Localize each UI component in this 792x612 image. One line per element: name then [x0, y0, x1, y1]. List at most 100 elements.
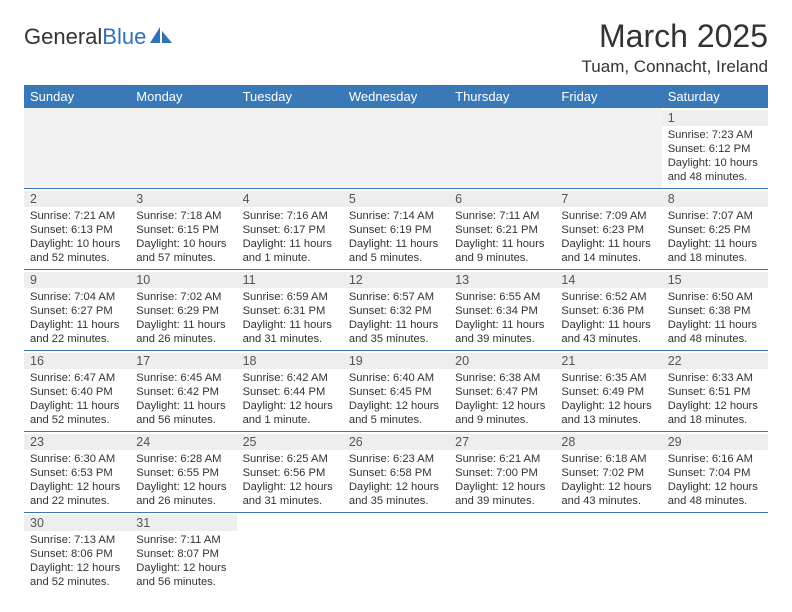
day-details: Sunrise: 6:55 AMSunset: 6:34 PMDaylight:… — [455, 290, 549, 346]
day-details: Sunrise: 6:59 AMSunset: 6:31 PMDaylight:… — [243, 290, 337, 346]
weekday-header: Saturday — [662, 85, 768, 108]
calendar-cell: 2Sunrise: 7:21 AMSunset: 6:13 PMDaylight… — [24, 189, 130, 270]
day-details: Sunrise: 6:18 AMSunset: 7:02 PMDaylight:… — [561, 452, 655, 508]
day-details: Sunrise: 6:23 AMSunset: 6:58 PMDaylight:… — [349, 452, 443, 508]
calendar-cell: 5 Sunrise: 7:14 AMSunset: 6:19 PMDaylight… — [343, 189, 449, 270]
day-details: Sunrise: 7:09 AMSunset: 6:23 PMDaylight:… — [561, 209, 655, 265]
day-number: 3 — [130, 191, 236, 207]
calendar-cell: 25Sunrise: 6:25 AMSunset: 6:56 PMDayligh… — [237, 432, 343, 513]
day-number: 26 — [343, 434, 449, 450]
day-number: 27 — [449, 434, 555, 450]
day-number: 30 — [24, 515, 130, 531]
calendar-cell: 10 Sunrise: 7:02 AMSunset: 6:29 PMDayligh… — [130, 270, 236, 351]
day-details: Sunrise: 6:47 AMSunset: 6:40 PMDaylight:… — [30, 371, 124, 427]
weekday-header: Friday — [555, 85, 661, 108]
weekday-header: Tuesday — [237, 85, 343, 108]
day-details: Sunrise: 7:11 AMSunset: 8:07 PMDaylight:… — [136, 533, 230, 589]
day-number: 21 — [555, 353, 661, 369]
day-details: Sunrise: 7:02 AMSunset: 6:29 PMDaylight:… — [136, 290, 230, 346]
day-number: 16 — [24, 353, 130, 369]
calendar-cell — [555, 513, 661, 594]
day-details: Sunrise: 6:40 AMSunset: 6:45 PMDaylight:… — [349, 371, 443, 427]
day-details: Sunrise: 6:21 AMSunset: 7:00 PMDaylight:… — [455, 452, 549, 508]
calendar-cell: 16 Sunrise: 6:47 AMSunset: 6:40 PMDayligh… — [24, 351, 130, 432]
day-number: 13 — [449, 272, 555, 288]
day-number: 1 — [662, 110, 768, 126]
brand-word2: Blue — [102, 24, 146, 50]
day-number: 25 — [237, 434, 343, 450]
location: Tuam, Connacht, Ireland — [582, 57, 768, 77]
calendar-cell: 1Sunrise: 7:23 AMSunset: 6:12 PMDaylight… — [662, 108, 768, 189]
calendar-cell: 13 Sunrise: 6:55 AMSunset: 6:34 PMDayligh… — [449, 270, 555, 351]
month-title: March 2025 — [582, 18, 768, 55]
calendar-cell — [449, 108, 555, 189]
day-number: 23 — [24, 434, 130, 450]
day-details: Sunrise: 7:14 AMSunset: 6:19 PMDaylight:… — [349, 209, 443, 265]
weekday-header-row: SundayMondayTuesdayWednesdayThursdayFrid… — [24, 85, 768, 108]
day-number: 7 — [555, 191, 661, 207]
day-details: Sunrise: 6:50 AMSunset: 6:38 PMDaylight:… — [668, 290, 762, 346]
day-details: Sunrise: 6:33 AMSunset: 6:51 PMDaylight:… — [668, 371, 762, 427]
calendar-cell: 26 Sunrise: 6:23 AMSunset: 6:58 PMDayligh… — [343, 432, 449, 513]
day-number: 22 — [662, 353, 768, 369]
sail-icon — [148, 25, 174, 45]
calendar-cell: 21Sunrise: 6:35 AMSunset: 6:49 PMDayligh… — [555, 351, 661, 432]
day-number: 29 — [662, 434, 768, 450]
day-number: 9 — [24, 272, 130, 288]
calendar-cell: 23 Sunrise: 6:30 AMSunset: 6:53 PMDayligh… — [24, 432, 130, 513]
weekday-header: Wednesday — [343, 85, 449, 108]
calendar-cell — [555, 108, 661, 189]
calendar-cell: 3 Sunrise: 7:18 AMSunset: 6:15 PMDaylight… — [130, 189, 236, 270]
header: GeneralBlue March 2025 Tuam, Connacht, I… — [24, 18, 768, 77]
day-number: 8 — [662, 191, 768, 207]
weekday-header: Thursday — [449, 85, 555, 108]
calendar-cell — [343, 513, 449, 594]
day-details: Sunrise: 6:52 AMSunset: 6:36 PMDaylight:… — [561, 290, 655, 346]
calendar-cell: 14 Sunrise: 6:52 AMSunset: 6:36 PMDayligh… — [555, 270, 661, 351]
calendar-cell: 20Sunrise: 6:38 AMSunset: 6:47 PMDayligh… — [449, 351, 555, 432]
day-details: Sunrise: 6:57 AMSunset: 6:32 PMDaylight:… — [349, 290, 443, 346]
calendar-cell: 31Sunrise: 7:11 AMSunset: 8:07 PMDayligh… — [130, 513, 236, 594]
weekday-header: Sunday — [24, 85, 130, 108]
calendar-cell — [449, 513, 555, 594]
day-number: 19 — [343, 353, 449, 369]
day-number: 4 — [237, 191, 343, 207]
calendar-cell: 11 Sunrise: 6:59 AMSunset: 6:31 PMDayligh… — [237, 270, 343, 351]
day-number: 10 — [130, 272, 236, 288]
calendar-body: 1Sunrise: 7:23 AMSunset: 6:12 PMDaylight… — [24, 108, 768, 593]
day-details: Sunrise: 6:30 AMSunset: 6:53 PMDaylight:… — [30, 452, 124, 508]
day-details: Sunrise: 7:18 AMSunset: 6:15 PMDaylight:… — [136, 209, 230, 265]
calendar-row: 1Sunrise: 7:23 AMSunset: 6:12 PMDaylight… — [24, 108, 768, 189]
calendar-row: 30Sunrise: 7:13 AMSunset: 8:06 PMDayligh… — [24, 513, 768, 594]
calendar-cell — [237, 513, 343, 594]
calendar-row: 16 Sunrise: 6:47 AMSunset: 6:40 PMDayligh… — [24, 351, 768, 432]
day-details: Sunrise: 7:11 AMSunset: 6:21 PMDaylight:… — [455, 209, 549, 265]
day-number: 17 — [130, 353, 236, 369]
calendar-cell: 7 Sunrise: 7:09 AMSunset: 6:23 PMDaylight… — [555, 189, 661, 270]
calendar-cell: 15 Sunrise: 6:50 AMSunset: 6:38 PMDayligh… — [662, 270, 768, 351]
calendar-row: 9 Sunrise: 7:04 AMSunset: 6:27 PMDaylight… — [24, 270, 768, 351]
day-number: 11 — [237, 272, 343, 288]
day-details: Sunrise: 6:16 AMSunset: 7:04 PMDaylight:… — [668, 452, 762, 508]
day-number: 14 — [555, 272, 661, 288]
calendar-cell — [24, 108, 130, 189]
day-details: Sunrise: 6:28 AMSunset: 6:55 PMDaylight:… — [136, 452, 230, 508]
day-details: Sunrise: 7:16 AMSunset: 6:17 PMDaylight:… — [243, 209, 337, 265]
calendar-cell: 12 Sunrise: 6:57 AMSunset: 6:32 PMDayligh… — [343, 270, 449, 351]
day-number: 5 — [343, 191, 449, 207]
day-details: Sunrise: 6:42 AMSunset: 6:44 PMDaylight:… — [243, 371, 337, 427]
calendar-cell: 29 Sunrise: 6:16 AMSunset: 7:04 PMDayligh… — [662, 432, 768, 513]
calendar-cell — [130, 108, 236, 189]
day-details: Sunrise: 7:21 AMSunset: 6:13 PMDaylight:… — [30, 209, 124, 265]
calendar-row: 2Sunrise: 7:21 AMSunset: 6:13 PMDaylight… — [24, 189, 768, 270]
day-details: Sunrise: 7:04 AMSunset: 6:27 PMDaylight:… — [30, 290, 124, 346]
day-number: 18 — [237, 353, 343, 369]
calendar-cell: 30Sunrise: 7:13 AMSunset: 8:06 PMDayligh… — [24, 513, 130, 594]
calendar-cell: 18 Sunrise: 6:42 AMSunset: 6:44 PMDayligh… — [237, 351, 343, 432]
day-details: Sunrise: 7:07 AMSunset: 6:25 PMDaylight:… — [668, 209, 762, 265]
day-number: 24 — [130, 434, 236, 450]
calendar-row: 23 Sunrise: 6:30 AMSunset: 6:53 PMDayligh… — [24, 432, 768, 513]
day-number: 15 — [662, 272, 768, 288]
calendar-cell — [237, 108, 343, 189]
day-number: 12 — [343, 272, 449, 288]
